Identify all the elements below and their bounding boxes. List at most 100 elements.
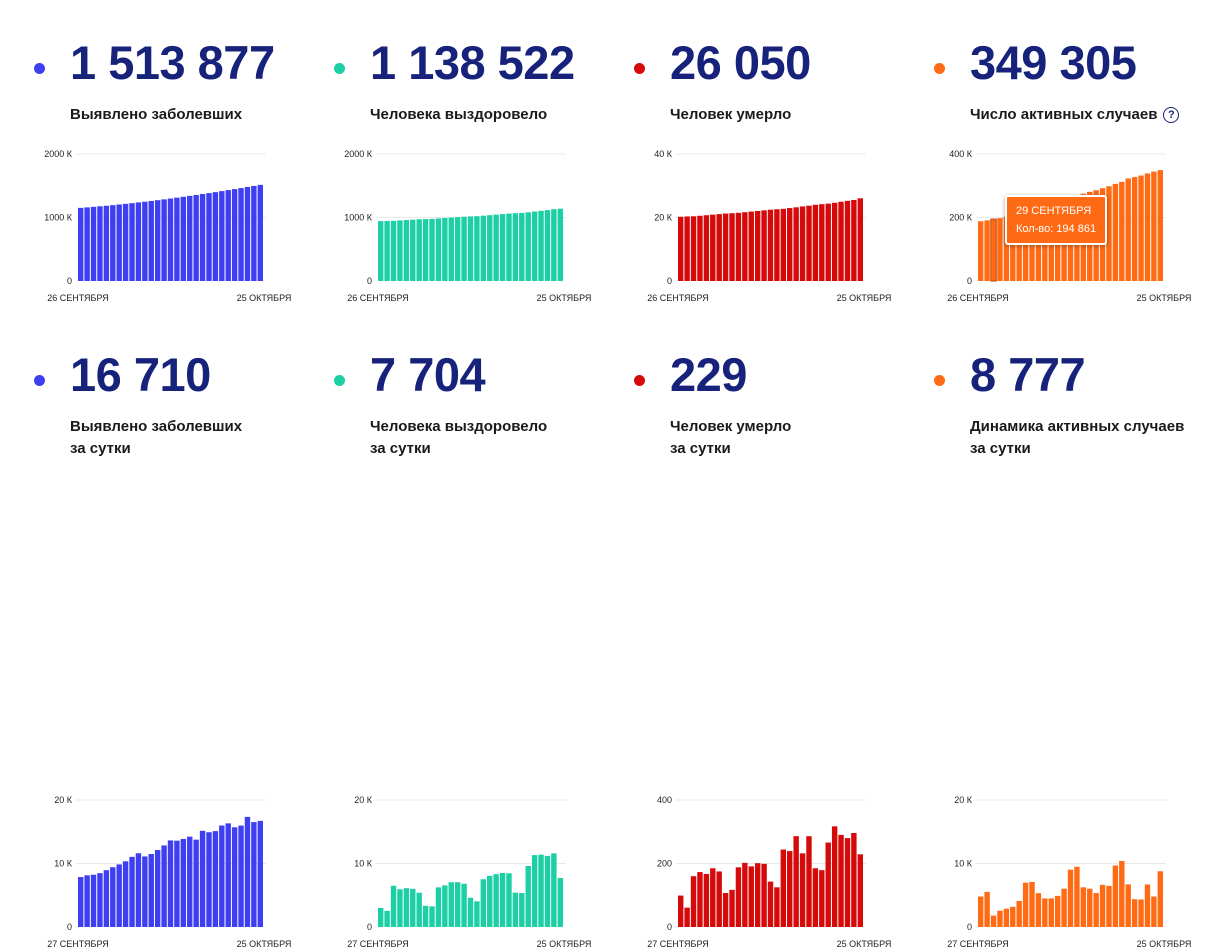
- bar[interactable]: [103, 870, 110, 927]
- bar[interactable]: [199, 830, 206, 927]
- bar[interactable]: [831, 202, 838, 281]
- bar[interactable]: [722, 213, 729, 281]
- bar[interactable]: [251, 822, 257, 927]
- bar[interactable]: [238, 188, 244, 281]
- bar[interactable]: [461, 216, 467, 281]
- bar[interactable]: [525, 865, 531, 927]
- bar[interactable]: [1112, 865, 1119, 928]
- bar[interactable]: [225, 190, 231, 281]
- bar[interactable]: [1151, 171, 1157, 281]
- bar[interactable]: [716, 871, 722, 927]
- bar[interactable]: [1119, 860, 1125, 927]
- bar[interactable]: [135, 853, 142, 927]
- bar[interactable]: [410, 219, 416, 281]
- bar[interactable]: [148, 854, 154, 927]
- bar[interactable]: [397, 889, 403, 927]
- bar[interactable]: [154, 200, 161, 281]
- bar[interactable]: [506, 873, 512, 927]
- bar[interactable]: [978, 896, 984, 927]
- bar[interactable]: [212, 831, 219, 927]
- bar[interactable]: [129, 856, 135, 927]
- bar[interactable]: [161, 845, 167, 927]
- bar[interactable]: [716, 214, 722, 281]
- bar[interactable]: [97, 873, 103, 927]
- bar[interactable]: [206, 193, 212, 281]
- bar[interactable]: [761, 863, 767, 927]
- bar[interactable]: [512, 213, 519, 281]
- bar[interactable]: [206, 832, 212, 927]
- bar[interactable]: [180, 196, 187, 281]
- bar[interactable]: [244, 816, 251, 927]
- bar[interactable]: [990, 218, 997, 282]
- bar[interactable]: [851, 199, 857, 281]
- bar[interactable]: [1093, 893, 1099, 927]
- bar[interactable]: [519, 893, 525, 927]
- bar[interactable]: [780, 849, 787, 927]
- bar[interactable]: [435, 887, 442, 927]
- bar[interactable]: [180, 838, 187, 927]
- bar[interactable]: [257, 820, 263, 927]
- bar[interactable]: [1151, 896, 1157, 927]
- bar[interactable]: [735, 867, 742, 927]
- bar[interactable]: [684, 907, 690, 927]
- bar[interactable]: [84, 875, 90, 927]
- bar[interactable]: [838, 834, 844, 927]
- bar[interactable]: [78, 877, 84, 927]
- bar[interactable]: [742, 212, 748, 281]
- bar[interactable]: [231, 189, 238, 281]
- bar[interactable]: [193, 839, 199, 927]
- bar[interactable]: [984, 891, 990, 927]
- bar[interactable]: [754, 210, 761, 281]
- bar[interactable]: [110, 867, 116, 927]
- bar[interactable]: [729, 889, 735, 927]
- bar[interactable]: [838, 201, 844, 281]
- bar[interactable]: [1112, 183, 1119, 281]
- bar[interactable]: [538, 854, 544, 927]
- bar[interactable]: [678, 216, 684, 281]
- bar[interactable]: [487, 215, 493, 281]
- bar[interactable]: [493, 874, 499, 927]
- bar[interactable]: [774, 887, 780, 927]
- bar[interactable]: [767, 209, 774, 281]
- bar[interactable]: [90, 206, 97, 281]
- bar[interactable]: [435, 218, 442, 281]
- bar[interactable]: [251, 185, 257, 281]
- bar[interactable]: [1087, 888, 1093, 927]
- bar[interactable]: [1003, 216, 1010, 281]
- bar[interactable]: [1016, 213, 1022, 281]
- bar[interactable]: [844, 838, 851, 927]
- bar[interactable]: [519, 212, 525, 281]
- bar[interactable]: [1125, 884, 1131, 927]
- bar[interactable]: [525, 212, 531, 281]
- bar[interactable]: [154, 850, 161, 927]
- bar[interactable]: [167, 840, 174, 927]
- bar[interactable]: [1131, 177, 1138, 281]
- bar[interactable]: [1003, 908, 1010, 927]
- bar[interactable]: [1138, 899, 1144, 927]
- bar[interactable]: [97, 206, 103, 281]
- bar[interactable]: [480, 215, 487, 281]
- bar[interactable]: [697, 872, 703, 927]
- bar[interactable]: [442, 885, 448, 927]
- bar[interactable]: [122, 861, 129, 927]
- bar[interactable]: [499, 214, 506, 281]
- bar[interactable]: [116, 864, 122, 927]
- bar[interactable]: [187, 836, 193, 927]
- bar[interactable]: [544, 210, 551, 281]
- bar[interactable]: [487, 875, 493, 927]
- bar[interactable]: [238, 825, 244, 927]
- bar[interactable]: [997, 218, 1003, 281]
- bar[interactable]: [416, 892, 422, 927]
- bar[interactable]: [767, 881, 774, 927]
- bar[interactable]: [403, 888, 410, 927]
- bar[interactable]: [1016, 900, 1022, 928]
- bar[interactable]: [212, 192, 219, 281]
- bar[interactable]: [397, 220, 403, 281]
- bar[interactable]: [103, 205, 110, 281]
- bar[interactable]: [748, 866, 754, 927]
- bar[interactable]: [244, 186, 251, 281]
- bar[interactable]: [422, 219, 429, 281]
- bar[interactable]: [684, 216, 690, 281]
- bar[interactable]: [793, 836, 799, 927]
- bar[interactable]: [403, 220, 410, 281]
